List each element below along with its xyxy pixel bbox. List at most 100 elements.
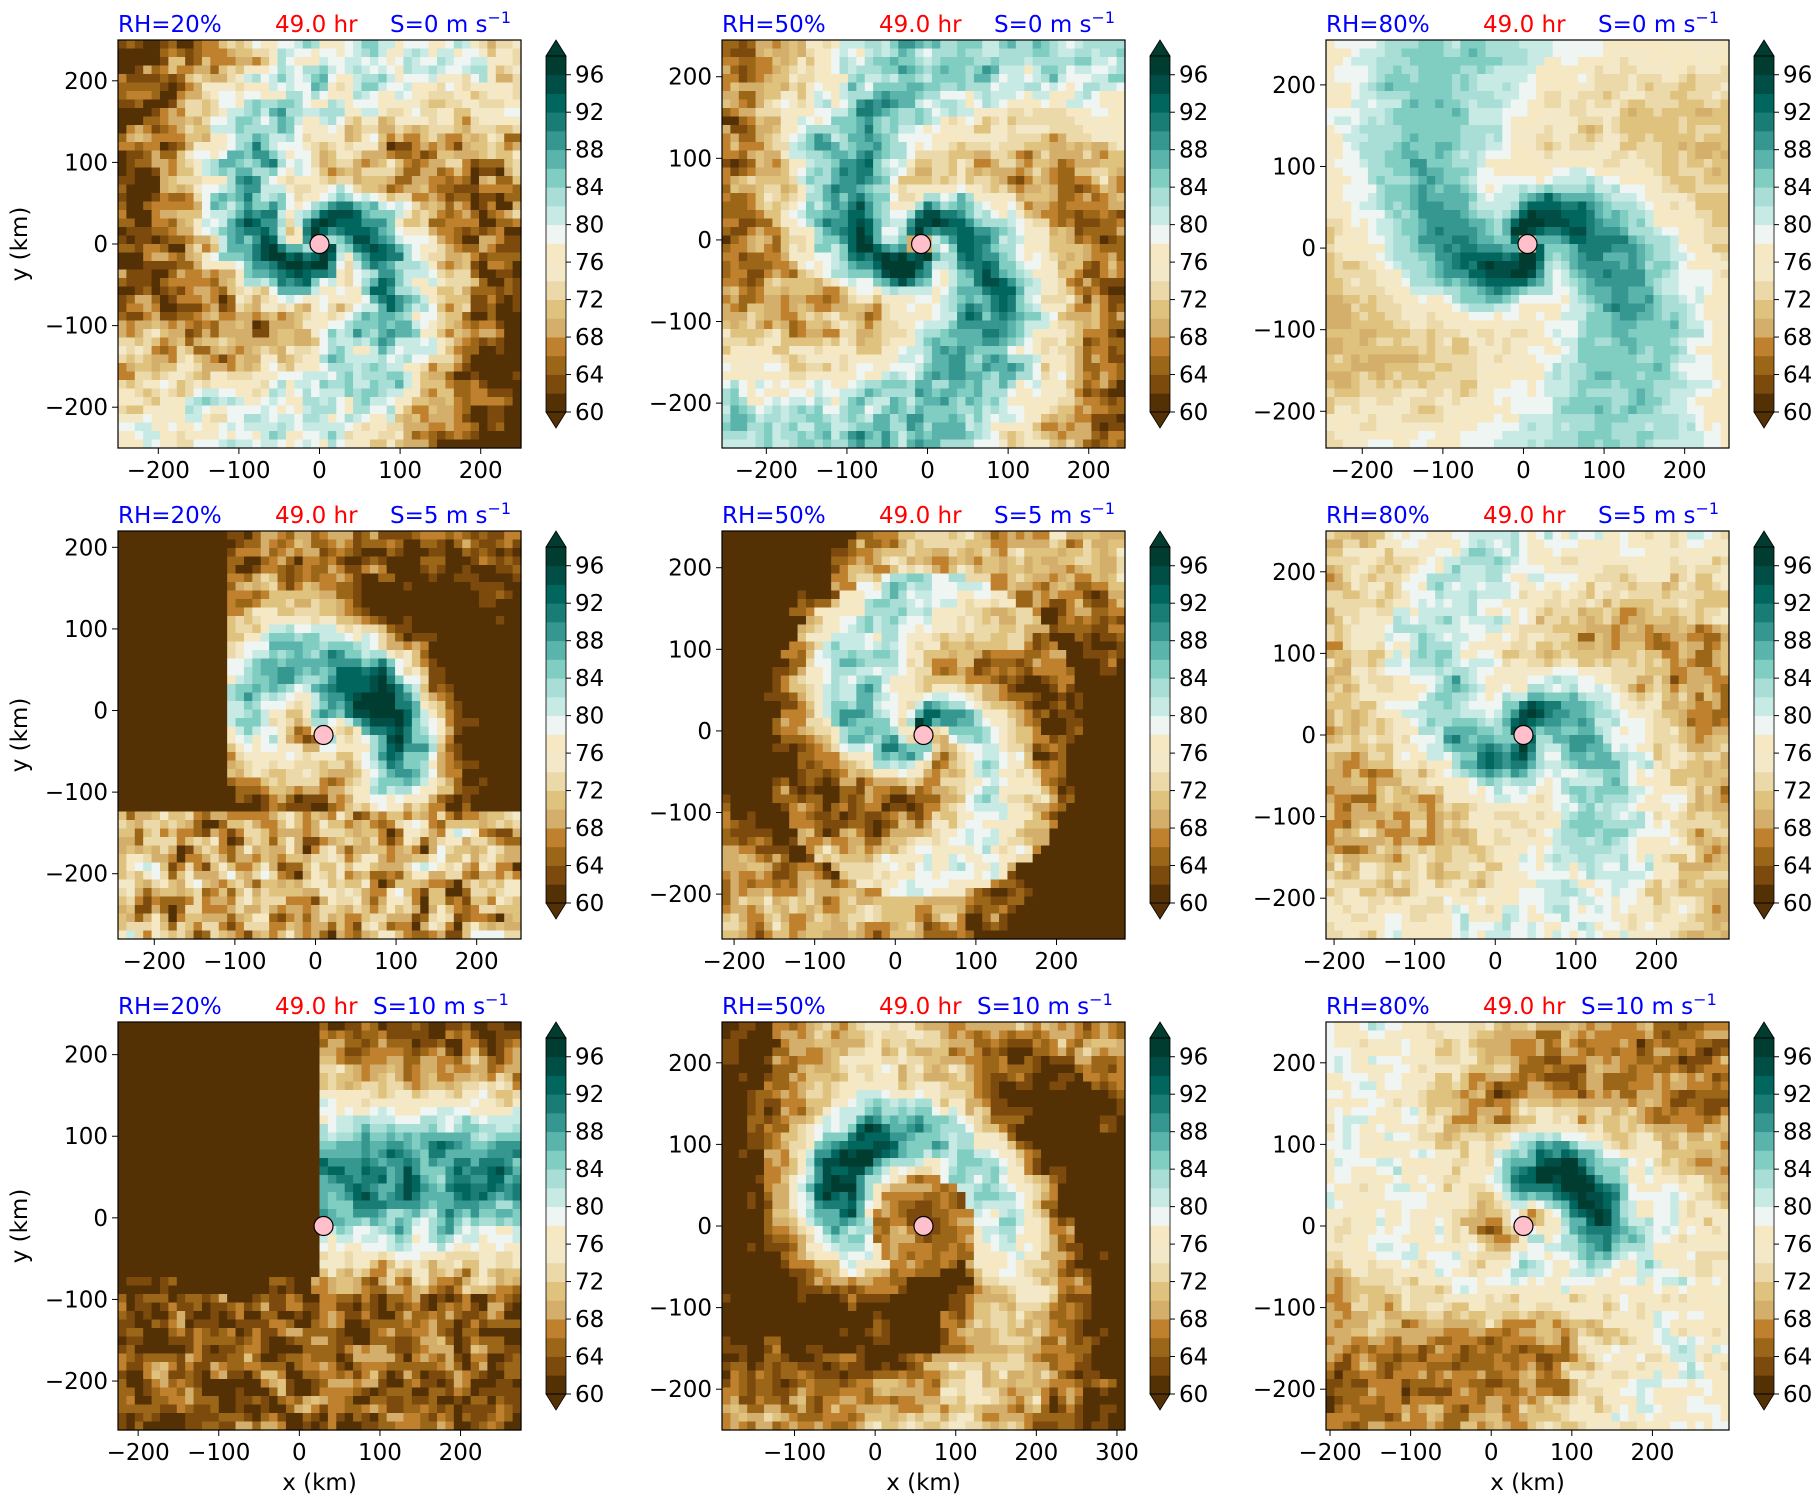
heatmap-cell: [948, 380, 958, 390]
heatmap-cell: [118, 329, 127, 339]
heatmap-cell: [319, 99, 329, 109]
heatmap-cell: [931, 312, 941, 322]
heatmap-cell: [881, 99, 891, 109]
heatmap-cell: [495, 320, 505, 330]
heatmap-cell: [906, 176, 916, 186]
heatmap-cell: [747, 244, 757, 254]
heatmap-cell: [277, 227, 287, 237]
heatmap-cell: [822, 184, 832, 194]
heatmap-cell: [420, 397, 430, 407]
heatmap-cell: [1041, 201, 1051, 211]
heatmap-cell: [269, 337, 279, 347]
heatmap-cell: [479, 388, 489, 398]
heatmap-cell: [210, 159, 220, 169]
heatmap-cell: [260, 346, 270, 356]
heatmap-cell: [789, 329, 799, 339]
heatmap-cell: [1074, 201, 1084, 211]
heatmap-cell: [889, 295, 899, 305]
heatmap-cell: [1049, 303, 1059, 313]
heatmap-cell: [1066, 74, 1076, 84]
heatmap-cell: [151, 142, 161, 152]
heatmap-cell: [151, 286, 161, 296]
heatmap-cell: [185, 269, 195, 279]
heatmap-cell: [873, 210, 883, 220]
heatmap-cell: [369, 363, 379, 373]
heatmap-cell: [453, 414, 463, 424]
heatmap-cell: [227, 99, 237, 109]
heatmap-cell: [218, 346, 228, 356]
heatmap-cell: [218, 125, 228, 135]
heatmap-cell: [772, 397, 782, 407]
heatmap-cell: [361, 227, 371, 237]
heatmap-cell: [856, 431, 866, 441]
heatmap-cell: [311, 380, 321, 390]
heatmap-cell: [126, 337, 136, 347]
heatmap-cell: [1057, 320, 1067, 330]
heatmap-cell: [772, 363, 782, 373]
heatmap-cell: [1007, 414, 1017, 424]
heatmap-cell: [1015, 312, 1025, 322]
heatmap-cell: [495, 295, 505, 305]
heatmap-cell: [864, 201, 874, 211]
heatmap-cell: [982, 159, 992, 169]
heatmap-cell: [730, 312, 740, 322]
heatmap-cell: [243, 210, 253, 220]
heatmap-cell: [159, 303, 169, 313]
heatmap-cell: [420, 201, 430, 211]
heatmap-cell: [957, 431, 967, 441]
heatmap-cell: [999, 371, 1009, 381]
heatmap-cell: [990, 439, 1000, 449]
heatmap-cell: [881, 125, 891, 135]
heatmap-cell: [1049, 48, 1059, 58]
heatmap-cell: [957, 235, 967, 245]
heatmap-cell: [201, 40, 211, 50]
heatmap-cell: [889, 74, 899, 84]
heatmap-cell: [386, 116, 396, 126]
heatmap-cell: [151, 337, 161, 347]
heatmap-cell: [738, 363, 748, 373]
heatmap-cell: [898, 439, 908, 449]
heatmap-cell: [881, 167, 891, 177]
heatmap-cell: [344, 252, 354, 262]
colorbar-segment: [1150, 168, 1170, 188]
heatmap-cell: [931, 82, 941, 92]
heatmap-cell: [1066, 380, 1076, 390]
heatmap-cell: [1024, 65, 1034, 75]
heatmap-cell: [898, 210, 908, 220]
heatmap-cell: [285, 159, 295, 169]
heatmap-cell: [201, 74, 211, 84]
heatmap-cell: [445, 108, 455, 118]
heatmap-cell: [780, 252, 790, 262]
heatmap-cell: [218, 363, 228, 373]
heatmap-cell: [847, 261, 857, 271]
heatmap-cell: [1024, 91, 1034, 101]
heatmap-cell: [428, 193, 438, 203]
heatmap-cell: [235, 108, 245, 118]
heatmap-cell: [134, 269, 144, 279]
heatmap-cell: [999, 414, 1009, 424]
heatmap-cell: [134, 371, 144, 381]
heatmap-cell: [218, 201, 228, 211]
heatmap-cell: [311, 210, 321, 220]
heatmap-cell: [990, 380, 1000, 390]
heatmap-cell: [252, 210, 262, 220]
heatmap-cell: [395, 397, 405, 407]
heatmap-cell: [495, 65, 505, 75]
heatmap-cell: [839, 48, 849, 58]
heatmap-cell: [353, 363, 363, 373]
heatmap-cell: [864, 159, 874, 169]
heatmap-cell: [856, 397, 866, 407]
heatmap-cell: [940, 235, 950, 245]
heatmap-cell: [479, 354, 489, 364]
heatmap-cell: [1015, 303, 1025, 313]
heatmap-cell: [973, 184, 983, 194]
heatmap-cell: [906, 252, 916, 262]
heatmap-cell: [906, 329, 916, 339]
heatmap-cell: [1024, 312, 1034, 322]
heatmap-cell: [311, 439, 321, 449]
heatmap-cell: [1074, 142, 1084, 152]
heatmap-cell: [361, 388, 371, 398]
heatmap-cell: [1066, 125, 1076, 135]
heatmap-cell: [957, 142, 967, 152]
heatmap-cell: [1443, 48, 1453, 58]
